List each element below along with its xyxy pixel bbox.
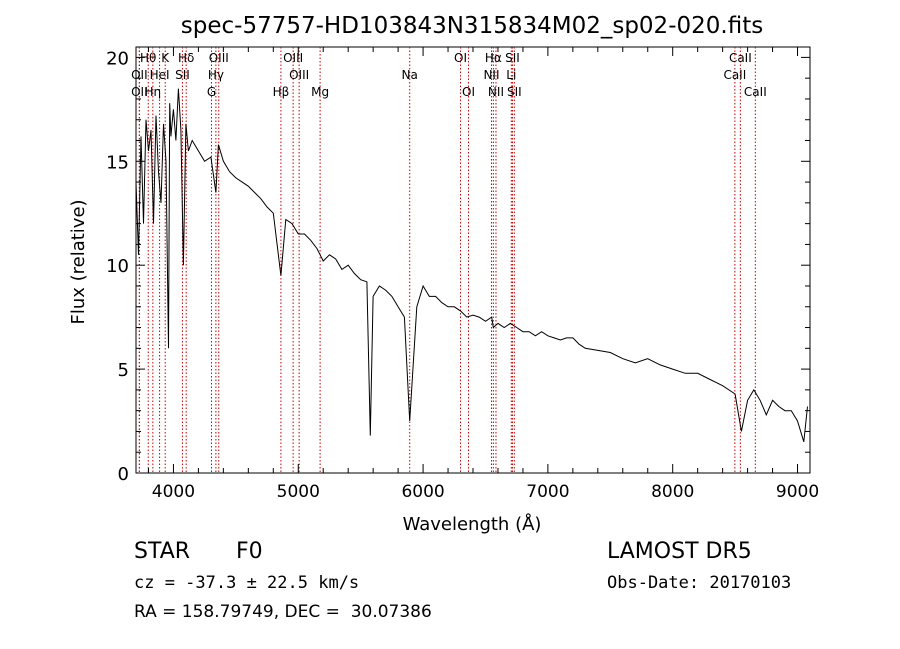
x-tick-label: 9000 (776, 482, 819, 502)
redshift-velocity: cz = -37.3 ± 22.5 km/s (134, 573, 360, 593)
spectral-line-markers (138, 47, 756, 473)
object-subclass: F0 (236, 539, 263, 564)
x-tick-label: 5000 (277, 482, 320, 502)
object-class: STAR (134, 539, 191, 564)
y-tick-label: 15 (106, 152, 129, 173)
spectral-line-label: Hγ (208, 68, 224, 82)
spectral-line-label: NII (483, 68, 499, 82)
spectral-line-label: Hθ (140, 51, 156, 65)
y-axis-label: Flux (relative) (68, 199, 89, 324)
spectral-line-label: Na (402, 68, 418, 82)
y-tick-label: 5 (118, 360, 129, 381)
chart-title: spec-57757-HD103843N315834M02_sp02-020.f… (181, 13, 763, 39)
y-tick-label: 20 (106, 48, 129, 69)
spectral-line-label: SII (505, 51, 520, 65)
y-tick-label: 0 (118, 464, 129, 485)
spectral-line-label: OI (462, 85, 475, 99)
spectral-line-label: Hδ (178, 51, 194, 65)
spectral-line-label: NII (488, 85, 504, 99)
spectral-line-label: OIII (289, 68, 309, 82)
survey-name: LAMOST DR5 (607, 539, 752, 564)
x-axis-ticks: 4000 5000 6000 7000 8000 9000 (147, 47, 819, 502)
spectral-line-label: SII (507, 85, 522, 99)
spectral-line-label: Mg (311, 85, 329, 99)
spectral-line-label: SII (175, 68, 190, 82)
spectral-line-label: OI (454, 51, 467, 65)
spectral-line-labels: Hθ OII OII K HeI Hη SII Hδ OIII Hγ G OIII OIII Hβ Mg Na… (131, 51, 767, 99)
spectral-line-label: Hβ (273, 85, 290, 99)
spectral-line-label: OIII (283, 51, 303, 65)
spectral-line-label: CaII (729, 51, 752, 65)
coordinates: RA = 158.79749, DEC = 30.07386 (134, 602, 432, 622)
spectral-line-label: OIII (209, 51, 229, 65)
spectral-line-label: G (207, 85, 216, 99)
x-tick-label: 6000 (401, 482, 444, 502)
observation-date: Obs-Date: 20170103 (607, 573, 792, 593)
spectral-line-label: Li (506, 68, 516, 82)
spectral-line-label: Hα (485, 51, 502, 65)
spectral-line-label: CaII (723, 68, 746, 82)
y-tick-label: 10 (106, 256, 129, 277)
x-tick-label: 7000 (526, 482, 569, 502)
x-axis-label: Wavelength (Å) (403, 513, 542, 535)
y-axis-ticks: 0 5 10 15 20 (106, 48, 810, 485)
spectral-line-label: OII (131, 68, 148, 82)
spectral-line-label: OII (131, 85, 148, 99)
spectrum-line (135, 88, 808, 442)
spectral-line-label: CaII (744, 85, 767, 99)
plot-frame (135, 46, 811, 474)
spectral-line-label: K (161, 51, 170, 65)
spectral-line-label: Hη (145, 85, 162, 99)
spectral-line-label: HeI (150, 68, 170, 82)
x-tick-label: 4000 (152, 482, 195, 502)
x-tick-label: 8000 (651, 482, 694, 502)
